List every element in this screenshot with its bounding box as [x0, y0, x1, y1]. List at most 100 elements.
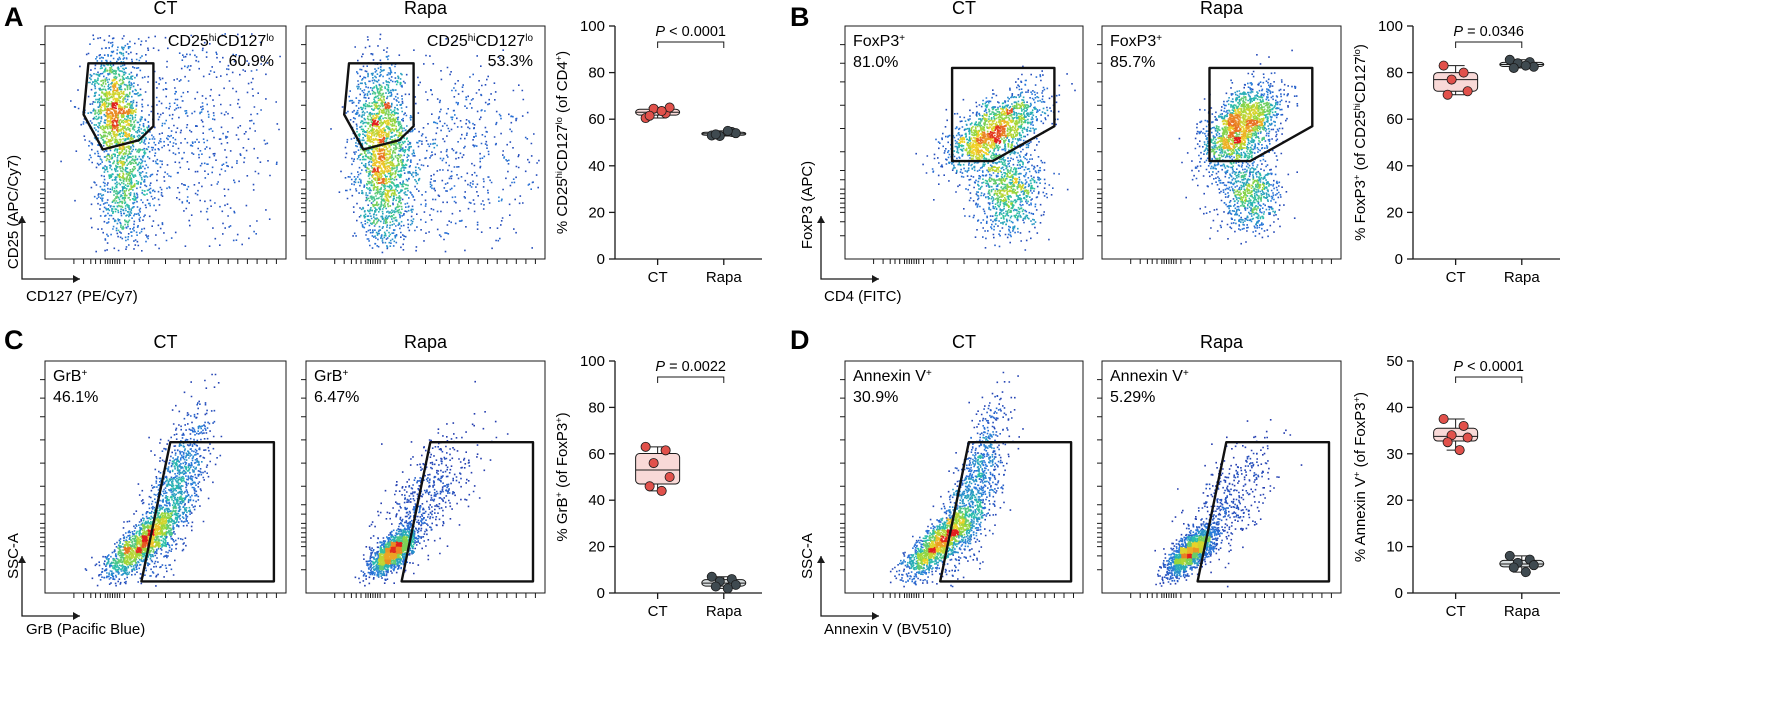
density-dots: [928, 552, 936, 560]
box-plot: 0 20 40 60 80 100 % FoxP3+ (of CD25hiCD127lo) C…: [1352, 18, 1560, 286]
y-tick-label: 100: [1378, 18, 1403, 35]
density-dots: [976, 125, 1007, 144]
density-dots: [1192, 552, 1205, 566]
density-dots: [372, 552, 408, 572]
density-dots: [377, 154, 386, 185]
density-dots: [1191, 546, 1200, 554]
density-dots: [929, 500, 984, 537]
y-tick-label: 40: [1386, 399, 1403, 416]
density-dots: [123, 529, 168, 566]
density-dots: [99, 91, 136, 190]
density-dots: [1159, 452, 1269, 569]
gate-polygon: [400, 441, 535, 583]
x-tick-label: Rapa: [706, 603, 743, 620]
density-dots: [1191, 535, 1199, 543]
data-point: [1528, 560, 1539, 571]
density-dots: [916, 541, 930, 571]
density-dots: [371, 119, 379, 127]
plot-title: Rapa: [1200, 332, 1244, 352]
gate-label: FoxP3+: [1110, 33, 1162, 51]
density-dots: [371, 130, 391, 179]
flow-plot-ct: CT GrB+ 46.1%: [40, 332, 287, 598]
density-dots: [910, 552, 918, 571]
density-dots: [372, 536, 391, 577]
flow-y-label: SSC-A: [5, 533, 22, 579]
data-point: [1446, 74, 1457, 85]
density-dots: [105, 114, 131, 150]
density-dots: [940, 535, 948, 543]
density-dots: [135, 546, 143, 554]
density-dots: [1191, 540, 1200, 549]
density-dots: [1179, 558, 1188, 566]
density-dots: [928, 540, 936, 549]
density-dots: [1215, 125, 1265, 208]
density-dots: [928, 529, 960, 554]
density-dots: [377, 148, 386, 156]
gate-label: CD25hiCD127lo: [168, 33, 275, 51]
density-dots: [1197, 529, 1206, 537]
density-dots: [91, 373, 223, 587]
plot-title: CT: [952, 332, 976, 352]
panel-a: A CT CD25hiCD127lo 60.9% Rapa CD25hiCD127lo 53…: [4, 0, 762, 305]
gate-polygon: [82, 62, 155, 151]
flow-x-label: GrB (Pacific Blue): [26, 621, 145, 638]
density-dots: [1233, 136, 1241, 144]
density-dots: [389, 546, 398, 554]
density-dots: [928, 517, 972, 543]
plot-title: CT: [154, 332, 178, 352]
box-y-label: % FoxP3+ (of CD25hiCD127lo): [1352, 44, 1369, 241]
density-dots: [940, 506, 972, 560]
y-tick-label: 0: [1395, 251, 1403, 268]
y-tick-label: 20: [1386, 492, 1403, 509]
data-point: [1504, 550, 1515, 561]
pvalue-label: P < 0.0001: [655, 24, 726, 40]
y-tick-label: 60: [588, 446, 605, 463]
density-dots: [934, 540, 948, 549]
density-dots: [88, 51, 143, 218]
data-point: [710, 581, 721, 592]
density-dots: [111, 102, 119, 110]
box-plot: 0 20 40 60 80 100 % CD25hiCD127lo (of CD4+) CT R…: [554, 18, 762, 286]
flow-x-label: CD4 (FITC): [824, 288, 902, 305]
pvalue-label: P = 0.0022: [655, 359, 726, 375]
y-tick-label: 0: [597, 251, 605, 268]
density-dots: [371, 558, 380, 566]
box-plot: 0 20 40 60 80 100 % GrB+ (of FoxP3+) CT Rapa P = …: [554, 353, 762, 620]
axis-arrow-lines: [820, 216, 879, 280]
density-dots: [1197, 541, 1206, 549]
density-dots: [1227, 119, 1259, 139]
pvalue-bracket: [657, 41, 725, 48]
gate-percent: 5.29%: [1110, 389, 1155, 406]
density-dots: [1221, 91, 1277, 220]
axis-arrowhead-up: [817, 216, 825, 223]
axis-arrowhead-up: [18, 216, 26, 223]
data-point: [660, 445, 671, 456]
density-dots: [129, 524, 149, 566]
gate-percent: 85.7%: [1110, 54, 1155, 71]
density-dots: [1167, 558, 1176, 566]
plot-title: Rapa: [404, 0, 448, 18]
flow-axis-ticks: [40, 44, 277, 264]
x-tick-label: Rapa: [706, 269, 743, 286]
y-tick-label: 40: [1386, 158, 1403, 175]
y-tick-label: 80: [1386, 65, 1403, 82]
density-dots: [395, 540, 404, 549]
density-dots: [111, 84, 119, 92]
flow-x-label: Annexin V (BV510): [824, 621, 952, 638]
density-dots: [366, 90, 409, 220]
data-point: [722, 125, 733, 136]
flow-y-label: SSC-A: [799, 533, 816, 579]
pvalue-label: P < 0.0001: [1453, 359, 1524, 375]
data-point: [664, 471, 675, 482]
data-point: [1508, 62, 1519, 73]
axis-arrowhead-right: [73, 612, 80, 620]
flow-axis-ticks: [40, 379, 277, 598]
density-dots: [964, 101, 1025, 203]
x-tick-label: CT: [648, 603, 668, 620]
gate-label: GrB+: [314, 368, 348, 386]
panel-d: D CT Annexin V+ 30.9% Rapa Annexin V+ 5.29% Ann…: [790, 325, 1560, 638]
density-dots: [123, 546, 131, 554]
x-tick-label: CT: [1446, 603, 1466, 620]
density-dots: [111, 107, 125, 132]
